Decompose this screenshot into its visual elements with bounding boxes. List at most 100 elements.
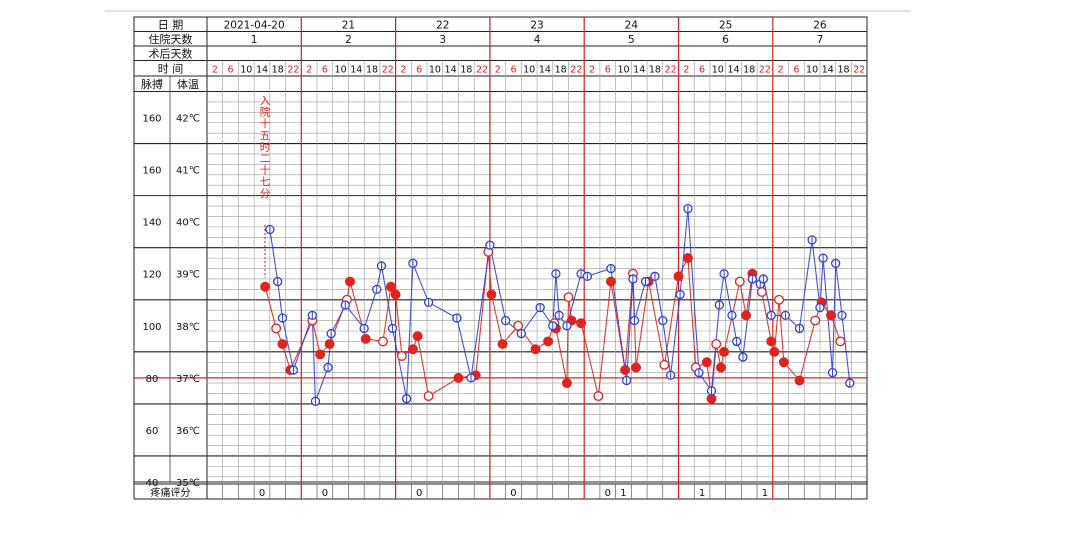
pulse-point — [387, 323, 398, 334]
time-slot-label: 2 — [683, 64, 689, 75]
pulse-tick-label: 160 — [142, 114, 161, 125]
time-slot-label: 18 — [743, 64, 755, 75]
pulse-point — [719, 269, 729, 279]
pulse-point — [831, 258, 841, 268]
temperature-point — [719, 346, 730, 357]
pulse-point — [675, 289, 685, 300]
time-slot-label: 6 — [699, 64, 705, 75]
time-slot-label: 22 — [759, 64, 771, 75]
pulse-point — [372, 284, 382, 295]
admission-note-char: 院 — [260, 106, 271, 119]
admission-note-char: 分 — [260, 188, 271, 200]
time-slot-label: 22 — [382, 64, 394, 75]
time-slot-label: 18 — [366, 64, 378, 75]
time-slot-label: 14 — [727, 64, 739, 75]
temperature-point-ring — [396, 351, 407, 361]
temperature-point — [390, 289, 401, 300]
chart-grid — [133, 16, 868, 500]
time-slot-label: 6 — [605, 64, 611, 75]
postop-days-row-label: 术后天数 — [149, 47, 193, 60]
time-slot-label: 14 — [633, 64, 645, 75]
pulse-tick-label: 140 — [142, 218, 161, 229]
pulse-point — [780, 310, 791, 321]
pulse-point — [807, 235, 817, 245]
time-slot-label: 14 — [822, 64, 834, 75]
temperature-point — [385, 281, 396, 292]
hospital-day-label: 4 — [534, 34, 541, 46]
pulse-tick-label: 60 — [146, 426, 159, 437]
pulse-point — [359, 323, 369, 334]
temperature-tick-label: 37℃ — [176, 374, 200, 385]
time-slot-label: 14 — [256, 64, 268, 75]
pulse-point — [650, 271, 660, 281]
pain-score-value: 0 — [322, 488, 328, 499]
time-slot-label: 6 — [793, 64, 799, 75]
pulse-point — [516, 328, 526, 339]
hospital-days-row-label: 住院天数 — [149, 32, 193, 46]
temperature-point-ring — [810, 315, 821, 326]
pain-score-value: 1 — [620, 488, 626, 499]
pulse-tick-label: 40 — [146, 478, 159, 489]
time-slot-label: 6 — [510, 64, 516, 75]
pulse-tick-label: 120 — [142, 270, 161, 281]
pulse-point — [629, 315, 640, 326]
hospital-day-label: 2 — [345, 34, 352, 46]
temperature-tick-label: 40℃ — [176, 218, 200, 229]
time-slot-label: 2 — [495, 64, 501, 75]
time-slot-label: 2 — [400, 64, 406, 75]
pulse-point — [408, 258, 418, 268]
temperature-point — [407, 344, 418, 355]
time-slot-label: 18 — [555, 64, 567, 75]
time-slot-label: 10 — [335, 64, 347, 75]
temperature-point — [412, 331, 423, 342]
pulse-point — [401, 394, 412, 404]
time-slot-label: 18 — [837, 64, 849, 75]
temperature-point — [706, 393, 717, 404]
temperature-point — [701, 357, 712, 368]
temperature-point-ring — [756, 287, 767, 297]
pulse-point — [535, 302, 545, 313]
hospital-day-label: 5 — [628, 34, 635, 46]
temperature-point-ring — [563, 292, 574, 303]
pulse-point — [376, 261, 387, 271]
pulse-point — [554, 310, 564, 321]
pulse-tick-label: 160 — [142, 166, 161, 177]
temperature-point — [561, 378, 572, 389]
admission-note-char: 入 — [260, 95, 271, 107]
admission-note-char: 五 — [260, 130, 271, 142]
pulse-point — [766, 310, 776, 321]
admission-note-char: 十 — [260, 117, 271, 130]
temperature-point — [605, 276, 616, 287]
temperature-point — [673, 271, 684, 282]
hospital-day-label: 7 — [817, 34, 824, 46]
time-slot-label: 18 — [272, 64, 284, 75]
pain-score-value: 1 — [699, 488, 705, 499]
temperature-point-ring — [423, 391, 434, 402]
pulse-point — [606, 263, 616, 274]
temperature-column-label: 体温 — [177, 77, 199, 91]
temperature-tick-label: 36℃ — [176, 426, 200, 437]
time-slot-label: 2 — [212, 64, 218, 75]
temperature-point — [826, 310, 836, 321]
time-slot-label: 2 — [306, 64, 312, 75]
pulse-point — [818, 253, 828, 263]
time-slot-label: 10 — [712, 64, 724, 75]
date-label: 24 — [625, 19, 639, 31]
temperature-point — [453, 372, 464, 383]
hospital-day-label: 1 — [251, 34, 258, 46]
pulse-point — [273, 276, 283, 287]
pulse-point — [747, 274, 758, 284]
pulse-point — [500, 315, 511, 326]
pulse-point — [288, 365, 299, 375]
pulse-point — [307, 310, 317, 321]
time-slot-label: 18 — [649, 64, 661, 75]
temperature-point — [620, 365, 631, 376]
temperature-tick-label: 41℃ — [176, 166, 200, 177]
date-label: 21 — [342, 19, 355, 31]
pulse-point — [640, 276, 651, 287]
temperature-point — [486, 289, 497, 300]
temperature-point — [715, 362, 726, 373]
hospital-day-label: 6 — [722, 34, 729, 46]
pain-score-value: 0 — [605, 488, 611, 499]
